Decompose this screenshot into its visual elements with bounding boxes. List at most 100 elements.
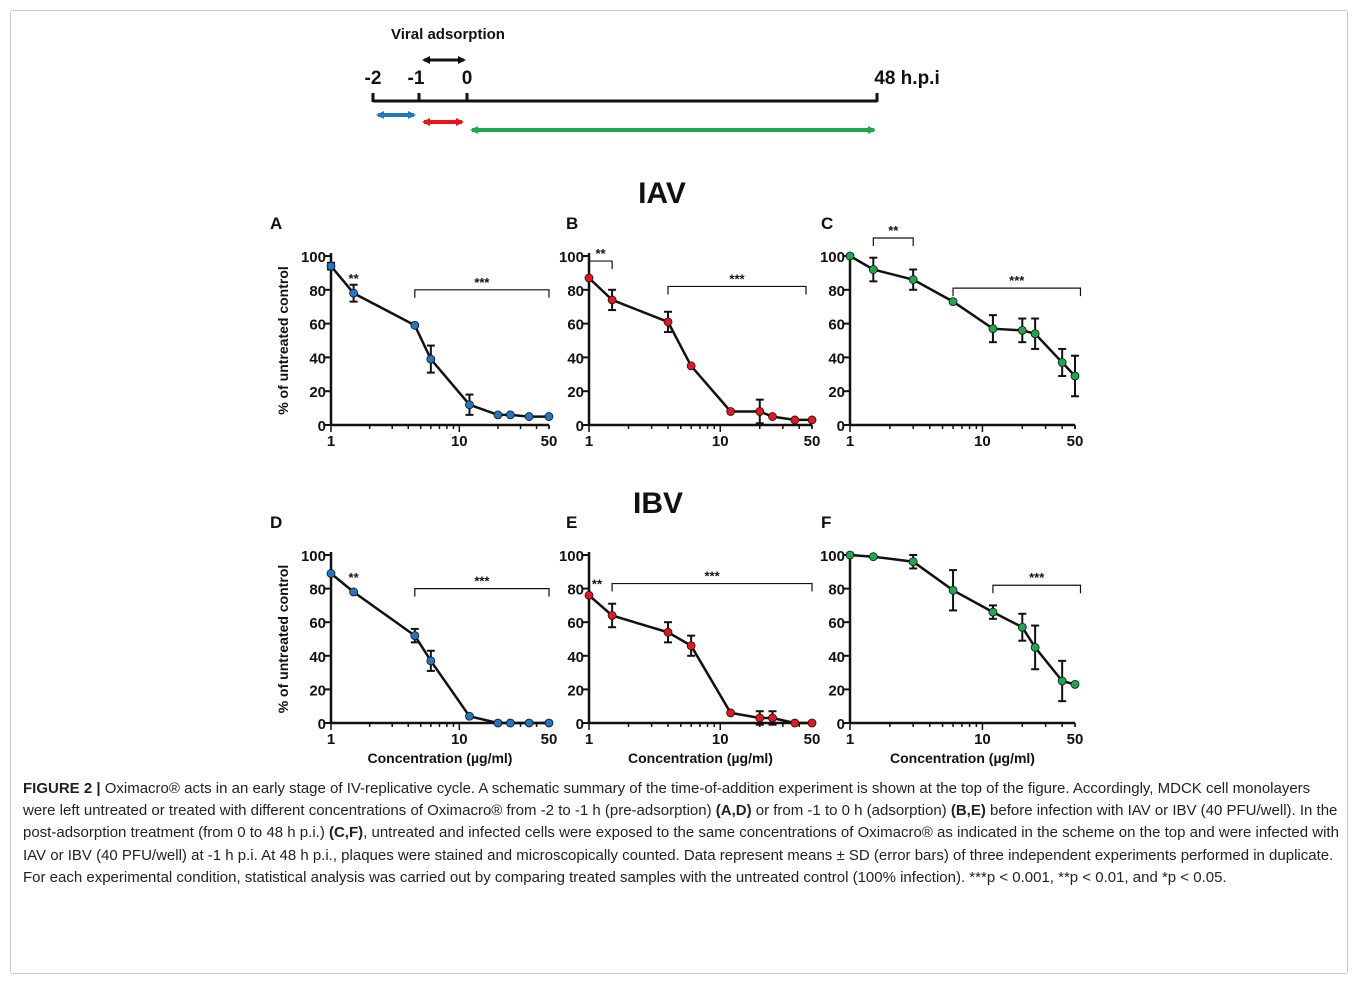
significance-label: ** — [595, 246, 606, 261]
data-point — [505, 718, 515, 728]
y-tick-label: 0 — [318, 716, 326, 733]
significance-bracket — [872, 237, 914, 246]
significance-label: *** — [474, 574, 490, 589]
panel-letter: F — [821, 513, 831, 532]
data-point — [726, 708, 736, 718]
data-point — [845, 251, 855, 261]
x-tick-label: 10 — [451, 433, 468, 450]
tick-label-48hpi: 48 h.p.i — [874, 68, 939, 89]
x-tick-label: 10 — [974, 731, 991, 748]
data-point — [326, 569, 336, 578]
y-tick-label: 80 — [567, 283, 584, 300]
time-of-addition-schematic: Viral adsorption -2 -1 0 48 h.p.i — [365, 26, 940, 134]
y-tick-label: 0 — [576, 716, 584, 733]
data-point — [1057, 358, 1067, 367]
significance-label: ** — [592, 577, 603, 592]
data-point — [755, 407, 765, 416]
data-point — [663, 317, 673, 327]
data-point — [584, 273, 594, 283]
y-tick-label: 40 — [309, 350, 326, 367]
data-point — [790, 718, 800, 728]
data-point — [768, 412, 777, 421]
data-point — [908, 557, 918, 567]
data-point — [686, 641, 696, 651]
data-point — [493, 410, 503, 420]
data-point — [410, 631, 420, 641]
data-point — [868, 265, 878, 274]
y-tick-label: 100 — [820, 249, 845, 266]
x-axis-label: Concentration (µg/ml) — [890, 750, 1035, 766]
panel-d: D 0 20 40 60 80 100 1 10 50 % of untreated control… — [270, 513, 557, 766]
caption-segment: , untreated and infected cells were expo… — [23, 824, 1339, 886]
x-tick-label: 10 — [451, 731, 468, 748]
x-tick-label: 50 — [804, 731, 821, 748]
data-point — [1030, 329, 1040, 339]
y-tick-label: 40 — [828, 350, 845, 367]
data-point — [1057, 676, 1067, 686]
x-tick-label: 1 — [327, 433, 335, 450]
data-point — [326, 261, 336, 271]
significance-label: *** — [729, 271, 745, 286]
data-point — [868, 552, 878, 562]
y-tick-label: 60 — [567, 615, 584, 632]
data-point — [768, 713, 777, 723]
figure-caption: FIGURE 2 | Oximacro® acts in an early st… — [23, 778, 1341, 889]
y-tick-label: 60 — [828, 317, 845, 334]
x-tick-label: 1 — [327, 731, 335, 748]
x-tick-label: 10 — [974, 433, 991, 450]
significance-label: ** — [349, 271, 360, 286]
data-point — [1017, 622, 1027, 632]
y-tick-label: 40 — [567, 350, 584, 367]
y-tick-label: 80 — [309, 582, 326, 599]
data-point — [663, 627, 673, 637]
data-point — [1070, 679, 1080, 689]
significance-label: *** — [474, 275, 490, 290]
data-point — [790, 415, 800, 425]
y-tick-label: 20 — [309, 384, 326, 401]
significance-label: ** — [349, 570, 360, 585]
x-tick-label: 50 — [1067, 731, 1084, 748]
y-tick-label: 100 — [559, 548, 584, 565]
data-point — [465, 400, 474, 410]
data-point — [505, 410, 515, 420]
data-point — [1017, 325, 1027, 335]
panel-letter: A — [270, 214, 282, 233]
figure-frame — [10, 10, 1348, 974]
series-line — [588, 594, 812, 725]
y-tick-label: 60 — [828, 615, 845, 632]
x-tick-label: 50 — [541, 731, 558, 748]
y-axis-label: % of untreated control — [275, 565, 291, 714]
y-tick-label: 80 — [828, 582, 845, 599]
y-tick-label: 80 — [567, 582, 584, 599]
data-point — [948, 585, 958, 595]
data-point — [908, 275, 918, 285]
data-point — [948, 297, 958, 307]
y-tick-label: 100 — [559, 249, 584, 266]
significance-bracket — [414, 289, 550, 298]
panel-f: F 0 20 40 60 80 100 1 10 50 Concentration (µg/ml) *… — [820, 513, 1083, 766]
x-tick-label: 1 — [846, 731, 854, 748]
y-tick-label: 0 — [576, 418, 584, 435]
y-tick-label: 60 — [309, 317, 326, 334]
panel-e: E 0 20 40 60 80 100 1 10 50 Concentration (µg/ml) *… — [559, 513, 820, 766]
schematic-title: Viral adsorption — [391, 26, 505, 43]
data-point — [845, 550, 855, 560]
data-point — [426, 354, 436, 364]
figure-canvas: Viral adsorption -2 -1 0 48 h.p.i IAV IB… — [270, 26, 1083, 766]
panel-letter: D — [270, 513, 282, 532]
data-point — [1070, 371, 1080, 381]
y-tick-label: 80 — [309, 283, 326, 300]
x-axis-label: Concentration (µg/ml) — [368, 750, 513, 766]
data-point — [1030, 643, 1040, 652]
data-point — [349, 587, 358, 597]
tick-label-minus1: -1 — [408, 68, 425, 89]
caption-label: FIGURE 2 | — [23, 780, 101, 797]
tick-label-0: 0 — [462, 68, 473, 89]
y-tick-label: 20 — [828, 682, 845, 699]
significance-bracket — [667, 285, 807, 295]
series-line — [588, 277, 812, 422]
data-point — [524, 718, 534, 728]
data-point — [544, 412, 554, 421]
